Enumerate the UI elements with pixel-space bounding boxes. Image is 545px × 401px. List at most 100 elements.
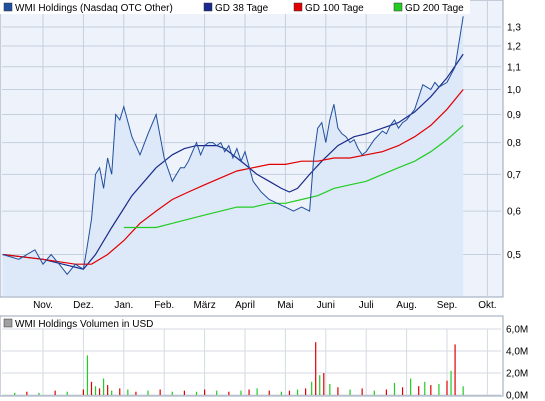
- volume-bar: [127, 389, 129, 395]
- x-tick-label: März: [193, 300, 215, 311]
- x-tick-label: Mai: [277, 300, 293, 311]
- volume-legend-label: WMI Holdings Volumen in USD: [15, 319, 153, 330]
- moving-average-lines: [2, 53, 464, 270]
- price-y-tick-label: 0,9: [507, 110, 521, 121]
- volume-y-tick-label: 4,0M: [506, 347, 528, 358]
- volume-bar: [107, 385, 109, 395]
- volume-bar: [438, 384, 440, 395]
- price-legend: WMI Holdings (Nasdaq OTC Other) GD 38 Tag…: [0, 0, 470, 14]
- legend-swatch: [393, 2, 403, 12]
- volume-bar: [103, 378, 105, 395]
- legend-label: GD 38 Tage: [215, 3, 269, 14]
- volume-bar: [280, 391, 282, 395]
- price-y-tick-label: 1,0: [507, 85, 521, 96]
- price-y-tick-label: 0,8: [507, 138, 521, 149]
- volume-bar: [323, 373, 325, 395]
- ma-line-gd-38-tage: [2, 53, 464, 270]
- volume-bar: [66, 391, 68, 395]
- legend-swatch: [203, 2, 213, 12]
- volume-bar: [147, 390, 149, 395]
- x-tick-label: Juli: [359, 300, 374, 311]
- x-tick-label: April: [235, 300, 255, 311]
- ma-line-gd-200-tage: [123, 124, 464, 229]
- legend-label: WMI Holdings (Nasdaq OTC Other): [15, 3, 173, 14]
- volume-bar: [183, 390, 185, 395]
- x-tick-label: Feb.: [154, 300, 174, 311]
- volume-y-axis: 0,0M 2,0M 4,0M 6,0M: [506, 325, 528, 401]
- ma-line-gd-100-tage: [2, 89, 464, 265]
- volume-legend: WMI Holdings Volumen in USD: [3, 318, 153, 330]
- volume-bar: [311, 381, 313, 395]
- volume-bar: [329, 384, 331, 395]
- volume-bar: [401, 387, 404, 395]
- volume-bar: [86, 355, 89, 395]
- volume-bar: [216, 390, 218, 395]
- volume-bar: [248, 389, 250, 395]
- price-y-tick-label: 1,2: [507, 42, 521, 53]
- price-y-tick-label: 0,7: [507, 170, 521, 181]
- volume-bar: [393, 382, 396, 395]
- legend-swatch: [293, 2, 303, 12]
- volume-bar: [82, 389, 84, 395]
- volume-bar: [98, 388, 101, 395]
- x-tick-label: Nov.: [33, 300, 53, 311]
- volume-bar: [319, 375, 321, 395]
- volume-bar: [462, 386, 464, 395]
- price-y-axis: 0,5 0,6 0,7 0,8 0,9 1,0 1,1 1,2 1,3: [507, 22, 521, 260]
- volume-bar: [171, 391, 173, 395]
- volume-bar: [256, 388, 258, 395]
- legend-label: GD 100 Tage: [305, 3, 364, 14]
- volume-bar: [90, 381, 93, 395]
- volume-bar: [410, 378, 412, 395]
- volume-bar: [296, 389, 299, 395]
- volume-bar: [268, 390, 270, 395]
- x-tick-label: Juni: [317, 300, 335, 311]
- volume-bar: [135, 391, 137, 395]
- volume-y-tick-label: 6,0M: [506, 325, 528, 336]
- volume-bar: [430, 385, 432, 395]
- price-x-axis: Nov. Dez. Jan. Feb. März April Mai Juni Juli Aug.…: [33, 300, 496, 311]
- price-panel: WMI Holdings (Nasdaq OTC Other) GD 38 Tag…: [0, 0, 521, 311]
- volume-bar: [337, 387, 339, 395]
- volume-y-tick-label: 0,0M: [506, 391, 528, 401]
- volume-bar: [305, 388, 307, 395]
- price-line: [2, 16, 464, 276]
- volume-gridlines: [2, 328, 501, 396]
- volume-bar: [111, 390, 113, 395]
- volume-bar: [361, 388, 363, 395]
- volume-bar: [54, 390, 56, 395]
- volume-bar: [450, 370, 452, 395]
- volume-bar: [38, 392, 40, 395]
- volume-bar: [240, 390, 242, 395]
- volume-bar: [288, 390, 291, 395]
- volume-bar: [385, 389, 387, 395]
- volume-bars: [14, 342, 464, 395]
- price-y-tick-label: 1,3: [507, 22, 521, 33]
- volume-bar: [94, 386, 97, 395]
- volume-bar: [119, 388, 121, 395]
- price-y-tick-label: 1,1: [507, 62, 521, 73]
- price-y-tick-label: 0,5: [507, 250, 521, 261]
- volume-panel: WMI Holdings Volumen in USD 0,0M 2,0M 4,0M…: [0, 315, 528, 401]
- x-tick-label: Aug.: [396, 300, 417, 311]
- legend-swatch: [3, 2, 13, 12]
- volume-bar: [159, 389, 161, 395]
- x-tick-label: Dez.: [73, 300, 94, 311]
- price-y-tick-label: 0,6: [507, 207, 521, 218]
- volume-legend-swatch: [3, 318, 13, 328]
- volume-bar: [373, 390, 375, 395]
- price-area-fill: [2, 16, 464, 297]
- volume-bar: [418, 386, 420, 395]
- volume-bar: [349, 389, 351, 395]
- x-tick-label: Okt.: [478, 300, 496, 311]
- volume-bar: [315, 342, 317, 395]
- price-legend-bg: [0, 0, 470, 14]
- volume-bar: [204, 389, 206, 395]
- x-tick-label: Sep.: [437, 300, 458, 311]
- volume-y-tick-label: 2,0M: [506, 369, 528, 380]
- volume-bar: [446, 380, 448, 395]
- volume-bar: [195, 391, 198, 395]
- volume-bar: [454, 344, 456, 395]
- legend-label: GD 200 Tage: [405, 3, 464, 14]
